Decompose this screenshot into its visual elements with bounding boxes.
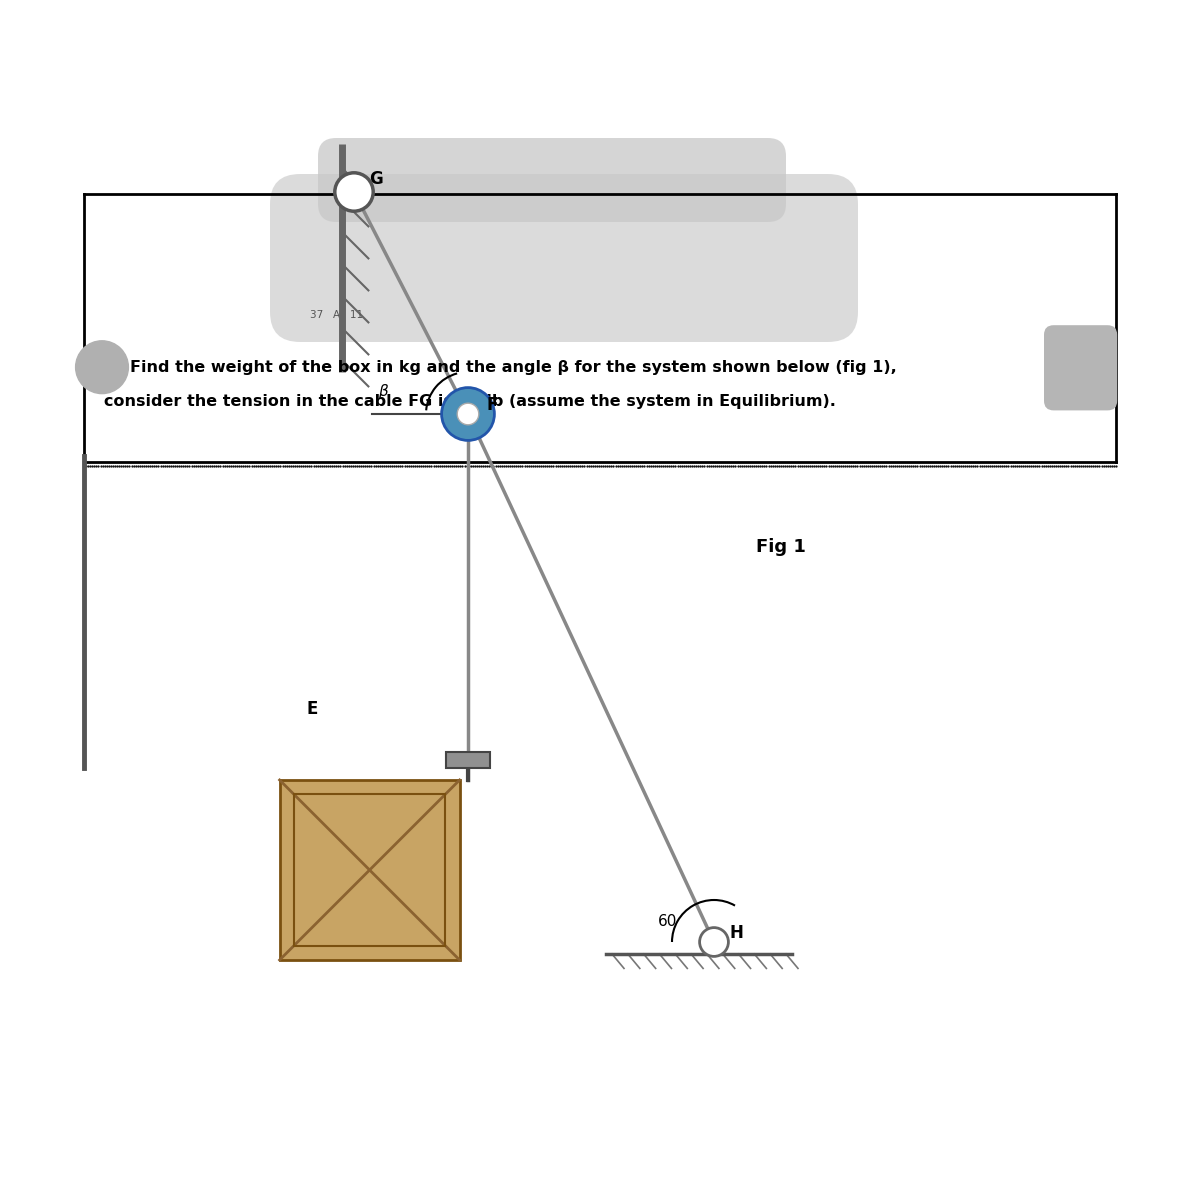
- Text: 60: 60: [658, 914, 677, 929]
- Text: Fig 1: Fig 1: [756, 538, 806, 556]
- Text: Find the weight of the box in kg and the angle β for the system shown below (fig: Find the weight of the box in kg and the…: [130, 360, 896, 374]
- Text: F: F: [486, 396, 497, 414]
- FancyBboxPatch shape: [446, 752, 490, 768]
- Circle shape: [76, 341, 128, 394]
- FancyBboxPatch shape: [318, 138, 786, 222]
- Circle shape: [700, 928, 728, 956]
- Text: H: H: [730, 924, 744, 942]
- FancyBboxPatch shape: [1044, 325, 1117, 410]
- Text: consider the tension in the cable FG is 50 lb (assume the system in Equilibrium): consider the tension in the cable FG is …: [104, 394, 836, 408]
- FancyBboxPatch shape: [270, 174, 858, 342]
- Circle shape: [457, 403, 479, 425]
- FancyBboxPatch shape: [280, 780, 460, 960]
- Text: β: β: [378, 384, 388, 398]
- Text: E: E: [306, 700, 317, 718]
- Text: 37   A   11: 37 A 11: [310, 310, 362, 320]
- Circle shape: [335, 173, 373, 211]
- Text: G: G: [370, 169, 383, 187]
- Circle shape: [442, 388, 494, 440]
